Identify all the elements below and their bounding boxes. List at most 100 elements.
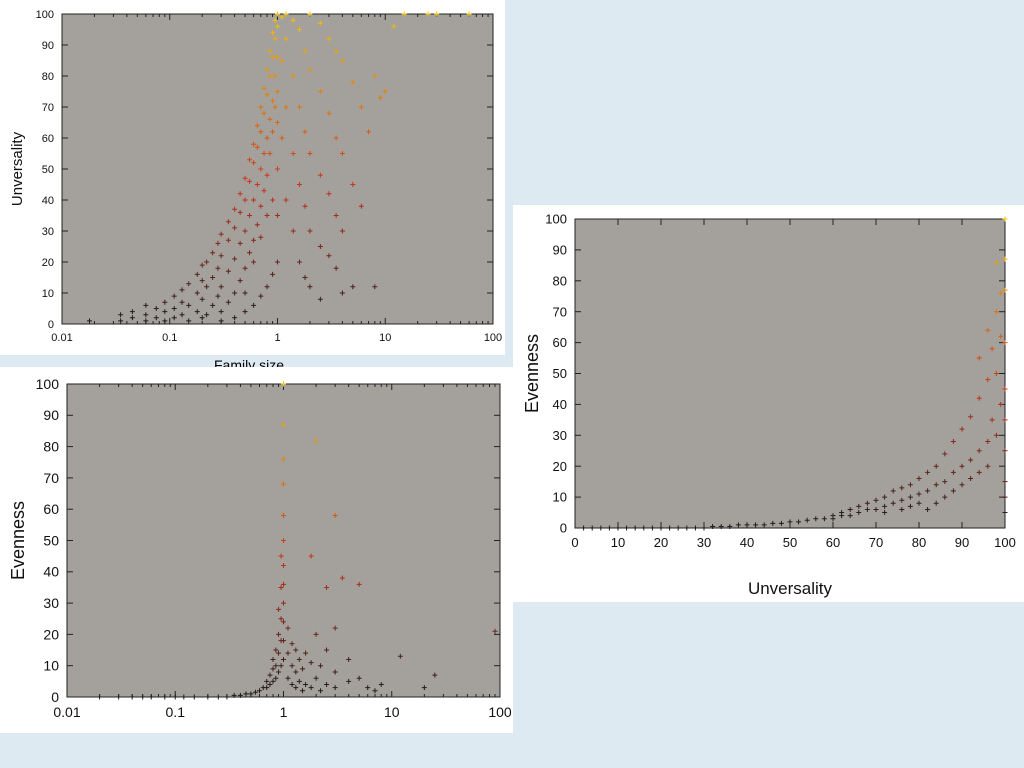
data-point [290, 73, 296, 79]
data-point [778, 520, 784, 526]
data-point [1002, 417, 1008, 423]
y-tick-label: 80 [553, 273, 567, 288]
data-point [658, 525, 664, 531]
data-point [264, 685, 270, 691]
data-point [1002, 340, 1008, 346]
data-point [218, 253, 224, 259]
data-point [225, 299, 231, 305]
y-tick-label: 0 [560, 521, 567, 536]
data-point [976, 469, 982, 475]
y-tick-label: 0 [48, 319, 54, 331]
data-point [899, 485, 905, 491]
data-point [993, 259, 999, 265]
data-point [279, 14, 285, 20]
data-point [264, 92, 270, 98]
data-point [959, 426, 965, 432]
data-point [718, 523, 724, 529]
data-point [1002, 287, 1008, 293]
data-point [143, 318, 149, 324]
data-point [307, 151, 313, 156]
data-point [890, 500, 896, 506]
data-point [391, 23, 397, 29]
data-point [976, 448, 982, 454]
data-point [225, 219, 231, 225]
data-point [317, 20, 323, 26]
data-point [204, 259, 210, 265]
data-point [864, 500, 870, 506]
data-point [839, 510, 845, 516]
data-point [254, 182, 260, 187]
data-point [1002, 479, 1008, 485]
data-point [925, 469, 931, 475]
data-point [356, 675, 362, 681]
data-point [285, 675, 291, 681]
data-point [907, 503, 913, 509]
y-tick-label: 20 [43, 626, 59, 642]
data-point [281, 381, 286, 387]
data-point [293, 647, 299, 653]
data-point [350, 284, 356, 290]
data-point [339, 228, 345, 234]
data-point [162, 694, 168, 700]
data-point [264, 135, 270, 141]
data-point [194, 290, 200, 296]
data-point [275, 259, 280, 265]
universality-chart-panel: 0.01 0.1 1 10 100 0 10 20 30 40 50 60 70 80 90 100 Unver… [0, 0, 505, 355]
data-point [675, 525, 681, 531]
data-point [172, 694, 178, 700]
data-point [813, 516, 819, 522]
evenness-vs-family-size-chart: 0.01 0.1 1 10 100 0 10 20 30 40 50 60 70 80 90 100 Evenn… [8, 376, 512, 720]
data-point [162, 309, 168, 315]
data-point [434, 11, 440, 17]
data-point [242, 290, 248, 296]
data-point [218, 318, 224, 324]
data-point [856, 510, 862, 516]
data-point [976, 355, 982, 361]
data-point [326, 110, 332, 116]
plot-area [574, 218, 1006, 529]
data-point [313, 437, 319, 443]
y-tick-label: 60 [553, 335, 567, 350]
data-point [254, 123, 260, 129]
data-point [199, 262, 205, 268]
data-point [317, 244, 323, 249]
x-tick-label: 0.01 [51, 332, 72, 344]
data-point [278, 663, 284, 669]
data-point [302, 275, 308, 280]
data-point [162, 318, 168, 324]
data-point [289, 663, 295, 669]
data-point [281, 563, 286, 569]
x-tick-label: 1 [274, 332, 280, 344]
data-point [313, 631, 319, 637]
data-point [968, 476, 974, 482]
data-point [598, 525, 604, 531]
data-point [701, 525, 707, 531]
data-point [276, 650, 282, 656]
data-point [985, 377, 991, 383]
data-point [275, 23, 280, 29]
data-point [397, 653, 403, 659]
data-point [770, 520, 776, 526]
data-points [97, 381, 498, 700]
data-point [959, 482, 965, 488]
y-axis-title: Evenness [8, 501, 28, 580]
y-tick-label: 40 [42, 195, 54, 207]
data-point [302, 48, 308, 54]
data-point [272, 104, 278, 110]
data-point [710, 523, 716, 529]
data-point [251, 237, 257, 243]
data-point [993, 432, 999, 438]
data-point [847, 513, 853, 519]
data-point [247, 250, 253, 256]
data-point [346, 678, 352, 684]
data-point [692, 525, 698, 531]
data-point [186, 318, 192, 324]
data-point [358, 104, 364, 110]
y-tick-label: 40 [43, 564, 59, 580]
data-point [890, 488, 896, 494]
data-point [281, 619, 286, 625]
data-point [204, 284, 210, 290]
data-point [225, 237, 231, 243]
data-point [624, 525, 630, 531]
data-point [270, 666, 276, 672]
